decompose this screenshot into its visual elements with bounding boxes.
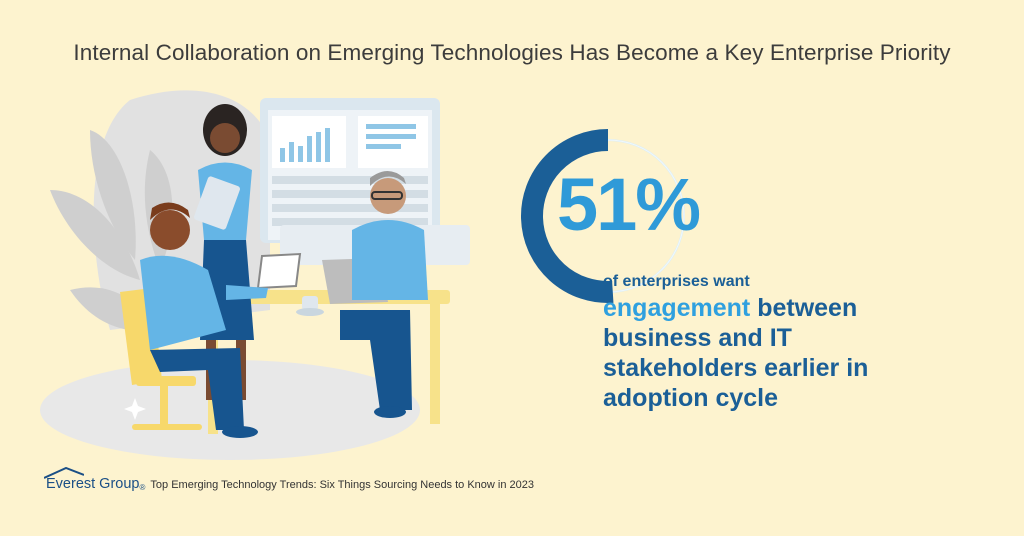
- stat-line-5: adoption cycle: [603, 384, 779, 412]
- footer-caption: Top Emerging Technology Trends: Six Thin…: [150, 479, 535, 491]
- stat-line-2-rest: between: [750, 294, 858, 322]
- stat-percentage: 51%: [557, 163, 701, 246]
- stat-highlight: engagement: [603, 294, 751, 322]
- page-title: Internal Collaboration on Emerging Techn…: [73, 40, 951, 65]
- everest-group-logo: Everest Group ®: [44, 467, 146, 492]
- stat-line-1: of enterprises want: [603, 273, 750, 290]
- registered-mark: ®: [139, 483, 146, 492]
- percentage-ring: [521, 129, 685, 303]
- stat-line-2: engagement between: [603, 293, 868, 323]
- footer: Everest Group ® Top Emerging Technology T…: [44, 467, 535, 492]
- percentage-ring-arc: [521, 129, 614, 303]
- logo-text: Everest Group: [46, 476, 140, 492]
- stat-line-4: stakeholders earlier in: [603, 354, 869, 382]
- collaboration-illustration: [40, 90, 470, 460]
- mountain-logo-icon: [44, 467, 84, 479]
- stat-description: of enterprises want engagement between b…: [603, 272, 868, 413]
- stat-line-3: business and IT: [603, 324, 792, 352]
